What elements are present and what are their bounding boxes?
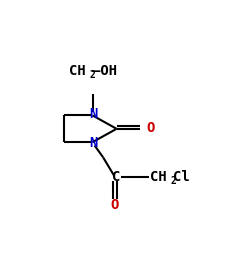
- Text: O: O: [111, 198, 119, 212]
- Text: O: O: [146, 121, 155, 135]
- Text: 2: 2: [170, 176, 176, 186]
- Text: C: C: [112, 170, 121, 184]
- Text: N: N: [89, 108, 97, 121]
- Text: Cl: Cl: [173, 170, 190, 184]
- Text: CH: CH: [69, 64, 86, 78]
- Text: —OH: —OH: [92, 64, 118, 78]
- Text: N: N: [89, 136, 97, 150]
- Text: 2: 2: [90, 70, 96, 80]
- Text: CH: CH: [150, 170, 167, 184]
